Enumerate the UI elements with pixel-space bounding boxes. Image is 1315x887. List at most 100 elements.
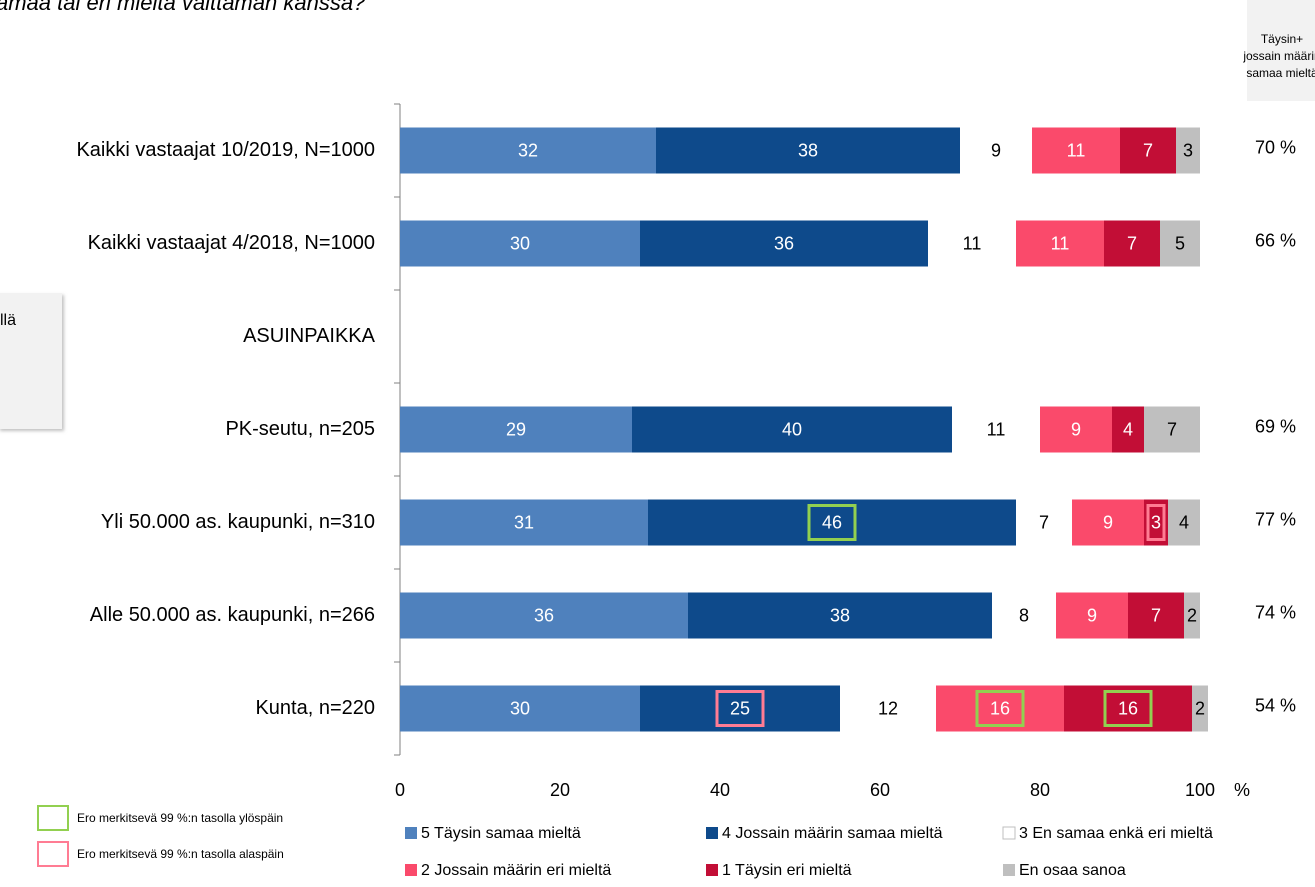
value-label: 11 bbox=[1067, 140, 1086, 160]
bar-segment bbox=[1128, 592, 1184, 639]
legend-label: 3 En samaa enkä eri mieltä bbox=[1019, 825, 1213, 842]
bar-segment bbox=[1064, 685, 1192, 732]
bar-segment bbox=[952, 406, 1040, 453]
value-label: 31 bbox=[514, 512, 534, 532]
bar-segment bbox=[1016, 499, 1072, 546]
bar-segment bbox=[400, 127, 656, 174]
x-tick-label: 0 bbox=[395, 780, 405, 800]
significance-box bbox=[1146, 504, 1166, 541]
value-label: 2 bbox=[1195, 698, 1205, 718]
total-label: 77 % bbox=[1255, 509, 1296, 529]
total-header: samaa mieltä bbox=[1246, 66, 1315, 80]
bar-segment bbox=[936, 685, 1064, 732]
x-tick-label: 80 bbox=[1030, 780, 1050, 800]
significance-legend-label: Ero merkitsevä 99 %:n tasolla alaspäin bbox=[77, 847, 284, 861]
category-label: PK-seutu, n=205 bbox=[225, 418, 375, 440]
bar-segment bbox=[1176, 127, 1200, 174]
bar-segment bbox=[1112, 406, 1144, 453]
value-label: 9 bbox=[991, 140, 1001, 160]
bar-segment bbox=[928, 220, 1016, 267]
bar-segment bbox=[1144, 406, 1200, 453]
total-label: 70 % bbox=[1255, 137, 1296, 157]
legend-label: 5 Täysin samaa mieltä bbox=[421, 825, 581, 842]
value-label: 38 bbox=[830, 605, 850, 625]
significance-legend-box bbox=[37, 805, 69, 831]
category-label: Kaikki vastaajat 4/2018, N=1000 bbox=[88, 232, 375, 254]
value-label: 7 bbox=[1151, 605, 1161, 625]
value-label: 29 bbox=[506, 419, 526, 439]
legend-swatch bbox=[405, 827, 417, 839]
category-label: Yli 50.000 as. kaupunki, n=310 bbox=[101, 511, 375, 533]
bar-segment bbox=[1016, 220, 1104, 267]
value-label: 32 bbox=[518, 140, 538, 160]
value-label: 12 bbox=[878, 698, 898, 718]
bar-segment bbox=[1056, 592, 1128, 639]
significance-box bbox=[807, 504, 857, 541]
significance-box bbox=[975, 690, 1025, 727]
bar-segment bbox=[400, 685, 640, 732]
value-label: 7 bbox=[1127, 233, 1137, 253]
value-label: 5 bbox=[1175, 233, 1185, 253]
bar-segment bbox=[400, 499, 648, 546]
bar-segment bbox=[648, 499, 1016, 546]
x-tick-label: 100 bbox=[1185, 780, 1215, 800]
significance-legend-label: Ero merkitsevä 99 %:n tasolla ylöspäin bbox=[77, 811, 283, 825]
bar-segment bbox=[1072, 499, 1144, 546]
bar-segment bbox=[1184, 592, 1200, 639]
bar-segment bbox=[400, 592, 688, 639]
value-label: 16 bbox=[990, 698, 1010, 718]
category-label: Kunta, n=220 bbox=[255, 697, 375, 719]
bar-segment bbox=[1160, 220, 1200, 267]
value-label: 4 bbox=[1179, 512, 1189, 532]
bar-segment bbox=[992, 592, 1056, 639]
value-label: 9 bbox=[1103, 512, 1113, 532]
value-label: 40 bbox=[782, 419, 802, 439]
value-label: 3 bbox=[1151, 512, 1161, 532]
legend-swatch bbox=[1002, 826, 1016, 840]
legend-swatch bbox=[405, 864, 417, 876]
side-note: llä bbox=[0, 312, 16, 329]
value-label: 11 bbox=[963, 233, 982, 253]
total-header: jossain määrin bbox=[1242, 49, 1315, 63]
bar-segment bbox=[640, 220, 928, 267]
legend-label: 2 Jossain määrin eri mieltä bbox=[421, 862, 611, 879]
value-label: 4 bbox=[1123, 419, 1133, 439]
bar-segment bbox=[656, 127, 960, 174]
bar-segment bbox=[1192, 685, 1208, 732]
value-label: 46 bbox=[822, 512, 842, 532]
bar-segment bbox=[1120, 127, 1176, 174]
legend-swatch bbox=[1003, 864, 1015, 876]
bar-segment bbox=[1168, 499, 1200, 546]
x-unit: % bbox=[1234, 780, 1250, 800]
value-label: 30 bbox=[510, 698, 530, 718]
category-label: ASUINPAIKKA bbox=[243, 325, 376, 347]
bar-segment bbox=[640, 685, 840, 732]
bar-segment bbox=[400, 406, 632, 453]
legend-label: En osaa sanoa bbox=[1019, 862, 1126, 879]
total-label: 66 % bbox=[1255, 230, 1296, 250]
legend-label: 1 Täysin eri mieltä bbox=[722, 862, 852, 879]
note-box bbox=[0, 293, 62, 429]
x-tick-label: 20 bbox=[550, 780, 570, 800]
value-label: 36 bbox=[534, 605, 554, 625]
value-label: 16 bbox=[1118, 698, 1138, 718]
significance-box bbox=[715, 690, 765, 727]
value-label: 3 bbox=[1183, 140, 1193, 160]
x-tick-label: 60 bbox=[870, 780, 890, 800]
significance-legend-box bbox=[37, 841, 69, 867]
legend-swatch bbox=[706, 864, 718, 876]
value-label: 36 bbox=[774, 233, 794, 253]
value-label: 11 bbox=[987, 419, 1006, 439]
bar-segment bbox=[840, 685, 936, 732]
value-label: 38 bbox=[798, 140, 818, 160]
total-header-box bbox=[1247, 0, 1315, 101]
value-label: 7 bbox=[1039, 512, 1049, 532]
value-label: 9 bbox=[1087, 605, 1097, 625]
value-label: 8 bbox=[1019, 605, 1029, 625]
value-label: 7 bbox=[1143, 140, 1153, 160]
bar-segment bbox=[1032, 127, 1120, 174]
value-label: 7 bbox=[1167, 419, 1177, 439]
bar-segment bbox=[688, 592, 992, 639]
category-label: Kaikki vastaajat 10/2019, N=1000 bbox=[76, 139, 375, 161]
